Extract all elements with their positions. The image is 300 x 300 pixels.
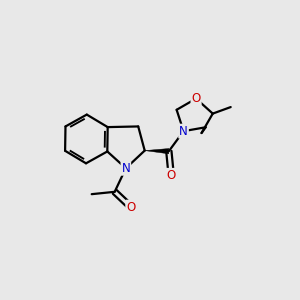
Text: N: N — [179, 125, 188, 138]
Text: O: O — [191, 92, 201, 105]
Text: O: O — [126, 201, 136, 214]
Text: N: N — [122, 162, 130, 175]
Polygon shape — [145, 148, 169, 154]
Text: O: O — [167, 169, 176, 182]
